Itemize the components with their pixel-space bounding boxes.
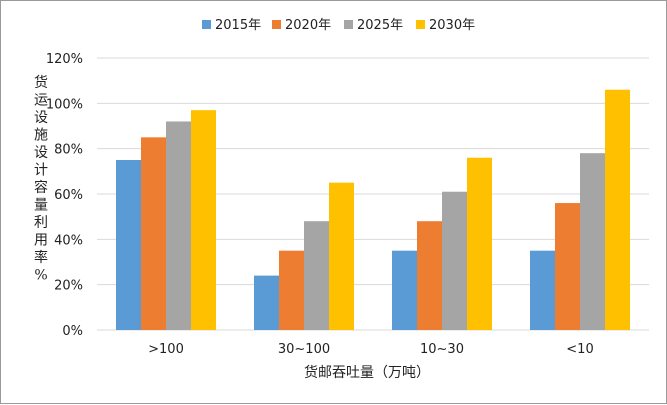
bar bbox=[116, 160, 141, 330]
bar bbox=[530, 250, 555, 330]
bar bbox=[191, 110, 216, 330]
bar bbox=[580, 153, 605, 330]
bar bbox=[254, 275, 279, 330]
y-tick-label: 20% bbox=[54, 279, 83, 294]
bar bbox=[279, 250, 304, 330]
legend-swatch bbox=[344, 20, 353, 29]
bar bbox=[605, 89, 630, 330]
y-tick-label: 60% bbox=[54, 188, 83, 203]
legend: 2015年 2020年 2025年 2030年 bbox=[202, 18, 475, 33]
bar bbox=[304, 221, 329, 330]
y-tick-label: 0% bbox=[62, 324, 83, 339]
legend-label: 2030年 bbox=[429, 18, 475, 33]
x-tick-label: <10 bbox=[566, 342, 593, 357]
bar bbox=[392, 250, 417, 330]
y-axis-ticks: 0% 20% 40% 60% 80% 100% 120% bbox=[46, 52, 83, 339]
bar bbox=[555, 203, 580, 330]
legend-swatch bbox=[272, 20, 281, 29]
legend-label: 2015年 bbox=[215, 18, 261, 33]
bar bbox=[329, 182, 354, 330]
y-axis-label: 货运设施设计容量利用率% bbox=[34, 74, 48, 284]
x-axis-ticks: >100 30~100 10~30 <10 bbox=[148, 342, 594, 357]
legend-label: 2020年 bbox=[285, 18, 331, 33]
x-axis-label: 货邮吞吐量（万吨） bbox=[304, 364, 430, 381]
bar bbox=[141, 137, 166, 330]
bar bbox=[442, 191, 467, 330]
legend-swatch bbox=[202, 20, 211, 29]
x-tick-label: 30~100 bbox=[278, 342, 330, 357]
bar bbox=[417, 221, 442, 330]
bars bbox=[116, 89, 630, 330]
legend-label: 2025年 bbox=[357, 18, 403, 33]
y-tick-label: 100% bbox=[46, 97, 83, 112]
x-tick-label: 10~30 bbox=[420, 342, 464, 357]
bar bbox=[166, 121, 191, 330]
y-tick-label: 120% bbox=[46, 52, 83, 67]
y-tick-label: 80% bbox=[54, 143, 83, 158]
y-tick-label: 40% bbox=[54, 233, 83, 248]
x-tick-label: >100 bbox=[148, 342, 184, 357]
bar bbox=[467, 157, 492, 330]
legend-swatch bbox=[416, 20, 425, 29]
